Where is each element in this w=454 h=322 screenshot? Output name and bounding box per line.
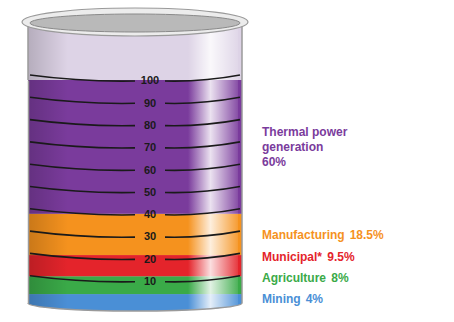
legend-label: Thermal powergeneration [262, 125, 348, 154]
y-tick: 20 [28, 253, 156, 265]
tick-label: 50 [144, 186, 156, 198]
cup-bottom [28, 303, 242, 311]
grid-line [30, 231, 135, 237]
legend-item: Manufacturing 18.5% [262, 228, 384, 242]
grid-line [165, 164, 240, 170]
legend-item: Municipal* 9.5% [262, 250, 355, 264]
y-tick: 50 [28, 186, 156, 198]
grid-line [165, 253, 240, 259]
y-tick: 80 [28, 119, 156, 131]
grid [30, 75, 240, 282]
legend-label: Manufacturing [262, 228, 345, 242]
data-label: 18.5% [350, 228, 384, 242]
grid-line [165, 231, 240, 237]
grid-line [30, 120, 135, 126]
grid-line [165, 97, 240, 103]
tick-label: 90 [144, 97, 156, 109]
tick-label: 30 [144, 230, 156, 242]
legend-item: Thermal powergeneration60% [262, 125, 348, 169]
grid-line [30, 75, 135, 81]
plot-area [28, 22, 242, 313]
tick-label: 100 [141, 74, 159, 86]
grid-line [165, 276, 240, 282]
tick-label: 70 [144, 141, 156, 153]
data-label: 60% [262, 155, 286, 169]
cup-wall [241, 22, 243, 303]
y-tick: 10 [28, 275, 156, 287]
y-tick: 60 [28, 164, 156, 176]
chart: 10 20 30 40 50 60 70 80 90 100 Mining 4% Agriculture… [0, 0, 454, 322]
grid-line [30, 253, 135, 259]
grid-line [165, 187, 240, 193]
y-tick: 90 [28, 97, 156, 109]
y-axis-line [28, 81, 30, 304]
y-axis: 10 20 30 40 50 60 70 80 90 100 [28, 74, 159, 303]
data-label: 4% [306, 292, 324, 306]
data-label: 8% [331, 271, 349, 285]
cup-wall [27, 22, 29, 80]
legend-label: Municipal* [262, 250, 322, 264]
data-label: 9.5% [327, 250, 355, 264]
legend-item: Mining 4% [262, 292, 323, 306]
grid-line [30, 164, 135, 170]
grid-line [30, 276, 135, 282]
grid-line [30, 209, 135, 215]
tick-label: 20 [144, 253, 156, 265]
grid-line [165, 209, 240, 215]
legend-label: Agriculture [262, 271, 326, 285]
tick-label: 60 [144, 164, 156, 176]
tick-label: 80 [144, 119, 156, 131]
tick-label: 10 [144, 275, 156, 287]
legend-label: Mining [262, 292, 301, 306]
legend: Mining 4% Agriculture 8% Municipal* 9.5% Manuf… [262, 125, 384, 306]
grid-line [165, 142, 240, 148]
y-tick: 100 [28, 74, 159, 86]
cup-opening [30, 14, 240, 32]
y-tick: 40 [28, 208, 156, 220]
grid-line [30, 187, 135, 193]
grid-line [30, 142, 135, 148]
grid-line [165, 75, 240, 81]
grid-line [30, 97, 135, 103]
y-tick: 30 [28, 230, 156, 242]
tick-label: 40 [144, 208, 156, 220]
cup-rim [22, 8, 248, 36]
y-tick: 70 [28, 141, 156, 153]
grid-line [165, 120, 240, 126]
legend-item: Agriculture 8% [262, 271, 349, 285]
